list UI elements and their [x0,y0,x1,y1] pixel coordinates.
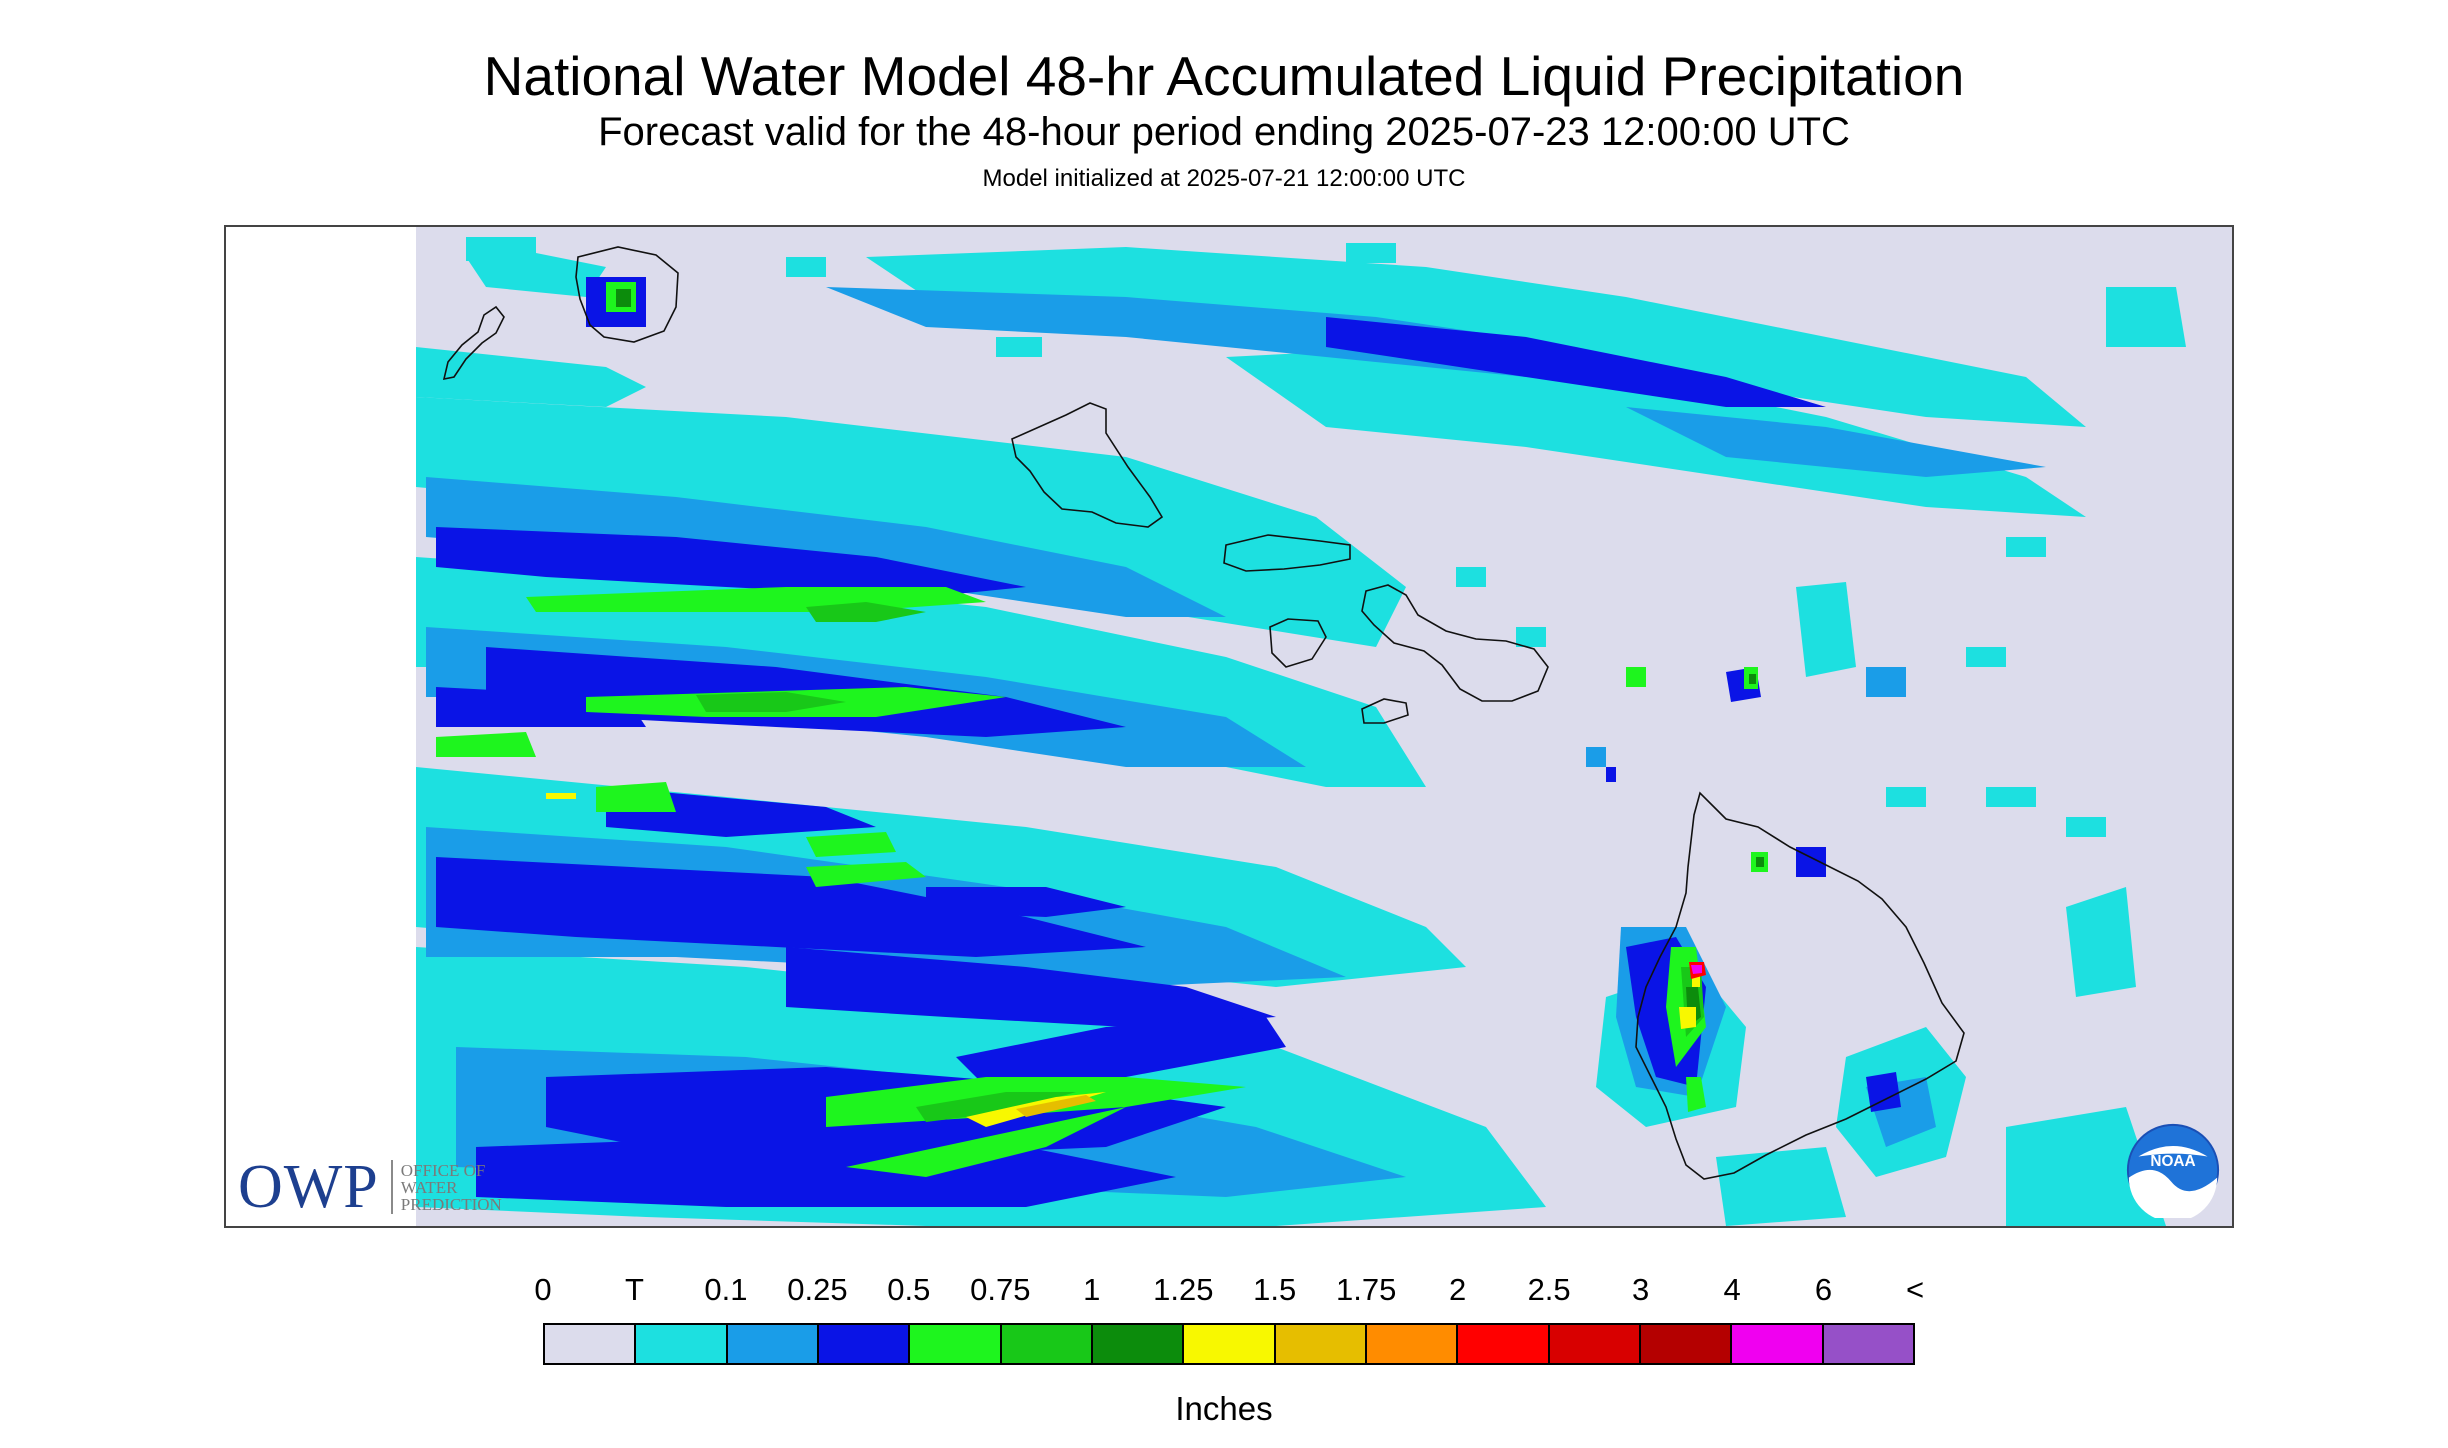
coastline-big-island [1635,791,1965,1180]
legend-swatch-3 [818,1325,911,1363]
legend-label-3: 0.25 [787,1272,848,1307]
owp-logo-divider [390,1160,393,1214]
legend-label-10: 2 [1449,1272,1467,1307]
legend-label-11: 2.5 [1527,1272,1571,1307]
owp-logo-mark: OWP [238,1152,379,1221]
legend-swatch-6 [1092,1325,1185,1363]
coastline-oahu [1011,402,1164,528]
legend-swatch-12 [1640,1325,1733,1363]
legend-swatch-4 [910,1325,1002,1363]
legend-swatch-8 [1275,1325,1367,1363]
legend-swatch-1 [636,1325,728,1363]
precipitation-map-canvas [416,227,2232,1226]
legend-label-13: 4 [1723,1272,1741,1307]
noaa-logo-text: NOAA [2150,1153,2195,1170]
coastline-kauai [575,246,679,343]
legend-label-12: 3 [1631,1272,1650,1307]
legend-swatch-11 [1549,1325,1641,1363]
legend-label-15: < [1905,1272,1925,1307]
forecast-valid-subtitle: Forecast valid for the 48-hour period en… [598,110,1850,154]
owp-logo-words: OFFICE OF WATER PREDICTION [401,1162,502,1213]
legend-swatch-14 [1823,1325,1913,1363]
legend-label-7: 1.25 [1153,1272,1214,1307]
legend-swatch-7 [1184,1325,1276,1363]
coastline-kahoolawe [1361,698,1409,724]
legend-label-9: 1.75 [1336,1272,1397,1307]
coastline-molokai [1223,534,1351,572]
coastline-niihau [442,305,505,381]
legend-labels: 0 T 0.1 0.25 0.5 0.75 1 1.25 1.5 1.75 2 2.5 3 4 6 < [0,1272,2448,1312]
legend-label-6: 1 [1083,1272,1101,1307]
owp-word-3: PREDICTION [400,1194,502,1214]
precipitation-map[interactable]: OWP OFFICE OF WATER PREDICTION NOAA [224,225,2234,1228]
coastline-maui [1361,584,1549,702]
owp-word-2: WATER [400,1177,458,1197]
legend-label-4: 0.5 [887,1272,931,1307]
legend-label-8: 1.5 [1253,1272,1297,1307]
map-title: National Water Model 48-hr Accumulated L… [483,45,1965,107]
owp-logo: OWP OFFICE OF WATER PREDICTION [238,1153,502,1221]
precipitation-field [416,237,2186,1226]
legend-swatch-9 [1366,1325,1459,1363]
noaa-logo: NOAA [2126,1123,2220,1218]
legend-label-5: 0.75 [970,1272,1031,1307]
owp-word-1: OFFICE OF [400,1160,486,1180]
legend-swatch-13 [1732,1325,1824,1363]
legend-swatch-5 [1001,1325,1093,1363]
legend-label-1: T [624,1272,644,1307]
legend-swatch-10 [1458,1325,1550,1363]
heavy-precip-core [1689,962,1706,979]
legend-swatch-0 [545,1325,637,1363]
legend-label-14: 6 [1814,1272,1833,1307]
gold-precip [1016,1095,1096,1117]
legend-units: Inches [1175,1390,1273,1427]
island-coastlines [442,246,1965,1180]
legend-label-0: 0 [534,1272,552,1307]
legend-label-2: 0.1 [704,1272,748,1307]
model-init-line: Model initialized at 2025-07-21 12:00:00… [982,165,1466,192]
legend-swatch-2 [727,1325,819,1363]
legend-colorbar [543,1323,1915,1365]
coastline-lanai [1269,618,1327,668]
